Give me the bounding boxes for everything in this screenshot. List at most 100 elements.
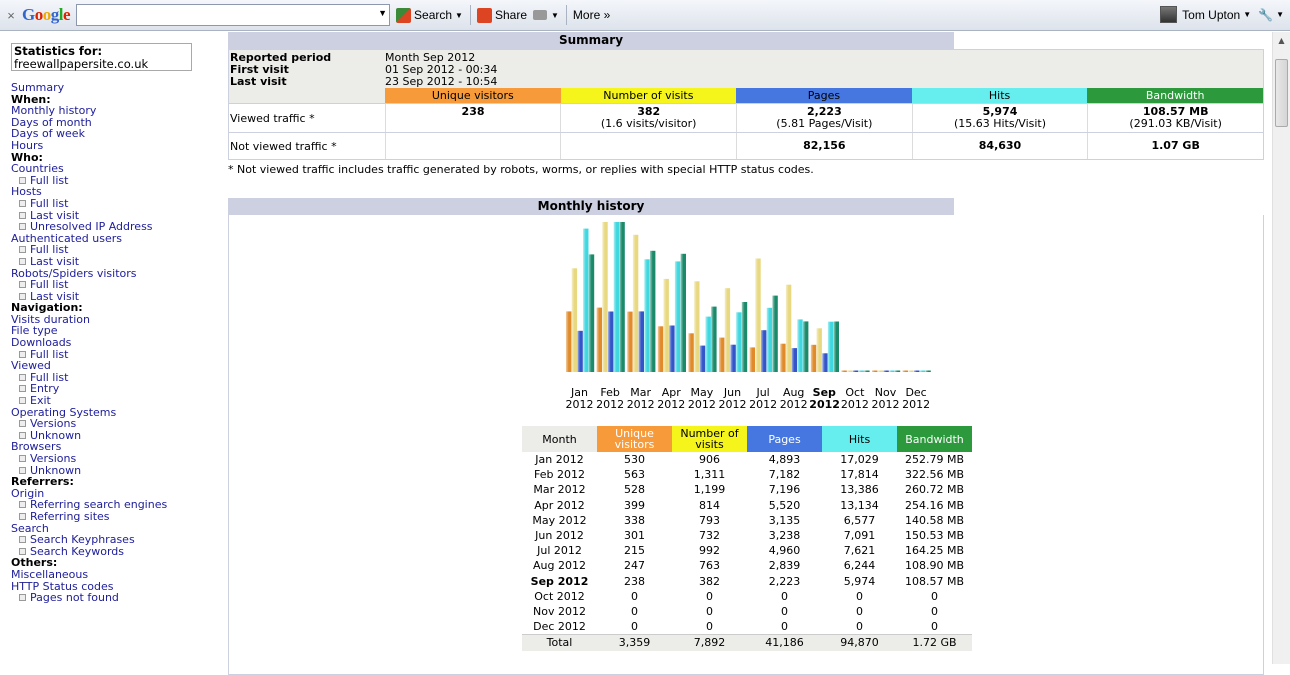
search-button[interactable]: Search ▼ (396, 7, 463, 23)
table-row: May 2012 338 793 3,135 6,577 140.58 MB (522, 512, 972, 529)
toolbar-search-box[interactable]: ▼ (76, 4, 391, 26)
sidebar-subitem[interactable]: Referring search engines (11, 499, 222, 511)
sidebar-subitem[interactable]: Search Keyphrases (11, 534, 222, 546)
value-cell: 108.90 MB (897, 558, 972, 574)
subitem-box-icon (19, 176, 26, 184)
sidebar-subitem[interactable]: Unknown (11, 464, 222, 477)
month-cell: Nov 2012 (522, 604, 597, 620)
viewed-traffic-row: Viewed traffic * 238 382 (1.6 visits/visit… (229, 103, 1263, 132)
sidebar-subitem[interactable]: Unknown (11, 430, 222, 442)
sidebar-link[interactable]: Visits duration (11, 312, 90, 326)
sidebar-link[interactable]: Summary (11, 81, 65, 94)
chevron-down-icon[interactable]: ▼ (1243, 10, 1252, 19)
bar-bandwidth (619, 222, 625, 372)
vertical-scrollbar[interactable]: ▲ (1272, 32, 1290, 664)
toolbar-search-input[interactable] (77, 5, 374, 25)
sidebar-subitem[interactable]: Full list (11, 244, 222, 256)
sidebar-subitem[interactable]: Exit (11, 395, 222, 407)
value-cell: 3,238 (747, 528, 822, 544)
logo-letter: g (50, 5, 60, 24)
sidebar-link[interactable]: Downloads (11, 336, 72, 350)
table-row: Jul 2012 215 992 4,960 7,621 164.25 MB (522, 543, 972, 559)
sidebar-link[interactable]: Search (11, 521, 49, 535)
share-button[interactable]: Share ▼ (476, 7, 559, 23)
sidebar-link[interactable]: Authenticated users (11, 231, 122, 245)
sidebar-subitem[interactable]: Full list (11, 174, 222, 187)
value-cell: 5,520 (747, 497, 822, 513)
tick-month: Sep (812, 386, 836, 399)
mail-icon[interactable] (533, 10, 547, 20)
reported-period-label: Reported period (230, 51, 332, 64)
close-toolbar-icon[interactable]: × (7, 7, 15, 23)
sidebar-subitem[interactable]: Full list (11, 348, 222, 361)
bar-pages (669, 325, 675, 372)
more-button[interactable]: More » (572, 8, 611, 22)
value-cell: 3,135 (747, 512, 822, 529)
table-header-row: Month Unique visitors Number of visits Page… (522, 426, 972, 452)
logo-letter: o (42, 5, 52, 24)
sidebar-link[interactable]: File type (11, 324, 58, 338)
chevron-down-icon[interactable]: ▼ (551, 10, 559, 20)
sidebar-link[interactable]: Countries (11, 162, 64, 176)
sidebar-subitem[interactable]: Full list (11, 198, 222, 210)
sidebar-heading: Others: (11, 556, 58, 570)
sidebar-link[interactable]: Browsers (11, 440, 62, 454)
sidebar-subitem-label: Unresolved IP Address (30, 220, 153, 234)
sidebar-subitem[interactable]: Search Keywords (11, 545, 222, 558)
value-cell: 382 (672, 573, 747, 589)
sidebar-link[interactable]: Origin (11, 486, 45, 500)
sidebar-link[interactable]: Operating Systems (11, 405, 117, 419)
tick-year: 2012 (840, 397, 869, 411)
not-viewed-traffic-cell (560, 133, 736, 159)
chevron-down-icon[interactable]: ▼ (378, 8, 388, 18)
sidebar-subitem-label: Versions (30, 452, 77, 465)
sidebar-subitem[interactable]: Last visit (11, 209, 222, 222)
sidebar-subitem[interactable]: Unresolved IP Address (11, 221, 222, 233)
bar-pages (699, 345, 706, 372)
month-cell: May 2012 (522, 512, 597, 529)
avatar[interactable] (1160, 6, 1178, 23)
sidebar-link[interactable]: Hosts (11, 185, 42, 199)
total-cell: 94,870 (822, 634, 897, 651)
scroll-up-arrow-icon[interactable]: ▲ (1278, 36, 1285, 45)
sidebar-link[interactable]: Miscellaneous (11, 567, 89, 581)
table-row: Mar 2012 528 1,199 7,196 13,386 260.72 MB (522, 482, 972, 498)
sidebar-subitem-label: Full list (30, 196, 69, 210)
value-cell: 7,091 (822, 528, 897, 544)
sidebar-link[interactable]: Monthly history (11, 104, 97, 118)
sidebar-subitem[interactable]: Versions (11, 453, 222, 465)
wrench-icon[interactable]: 🔧 (1258, 7, 1274, 22)
sidebar-link[interactable]: Robots/Spiders visitors (11, 266, 137, 280)
sidebar-subitem[interactable]: Entry (11, 383, 222, 395)
sidebar-subitem-label: Exit (30, 394, 51, 408)
sidebar-subitem[interactable]: Referring sites (11, 511, 222, 523)
chevron-down-icon[interactable]: ▼ (455, 10, 463, 20)
sidebar-subitem[interactable]: Versions (11, 418, 222, 430)
sidebar-link[interactable]: Days of week (11, 127, 85, 141)
sidebar-subitem[interactable]: Last visit (11, 290, 222, 303)
scrollbar-thumb[interactable] (1275, 59, 1288, 127)
sidebar-link[interactable]: Days of month (11, 115, 92, 129)
tick-year: 2012 (779, 397, 808, 411)
sidebar-subitem[interactable]: Last visit (11, 256, 222, 268)
statistics-for-box: Statistics for: freewallpapersite.co.uk (11, 43, 192, 71)
bar-hits (674, 261, 681, 372)
sidebar-subitem[interactable]: Full list (11, 372, 222, 384)
sidebar-link[interactable]: Viewed (11, 359, 51, 373)
bar-pages (914, 370, 920, 372)
user-name[interactable]: Tom Upton (1182, 7, 1241, 22)
sidebar-link[interactable]: Hours (11, 138, 44, 152)
chevron-down-icon[interactable]: ▼ (1276, 10, 1284, 19)
summary-column-headers: Unique visitors Number of visits Pages Hits… (385, 88, 1263, 103)
last-visit-row: Last visit 23 Sep 2012 - 10:54 (229, 76, 1263, 88)
bar-bandwidth (772, 295, 778, 372)
subitem-box-icon (19, 397, 26, 405)
tick-month: Jun (723, 386, 742, 399)
google-toolbar: × Google ▼ Search ▼ Share ▼ More » Tom Up… (0, 0, 1290, 31)
sidebar-subitem[interactable]: Full list (11, 279, 222, 291)
value-cell: 0 (672, 588, 747, 605)
sidebar-subitem[interactable]: Pages not found (11, 592, 222, 604)
not-viewed-traffic-cell: 1.07 GB (1087, 133, 1263, 159)
subitem-box-icon (19, 431, 26, 439)
sidebar-link[interactable]: HTTP Status codes (11, 579, 114, 593)
